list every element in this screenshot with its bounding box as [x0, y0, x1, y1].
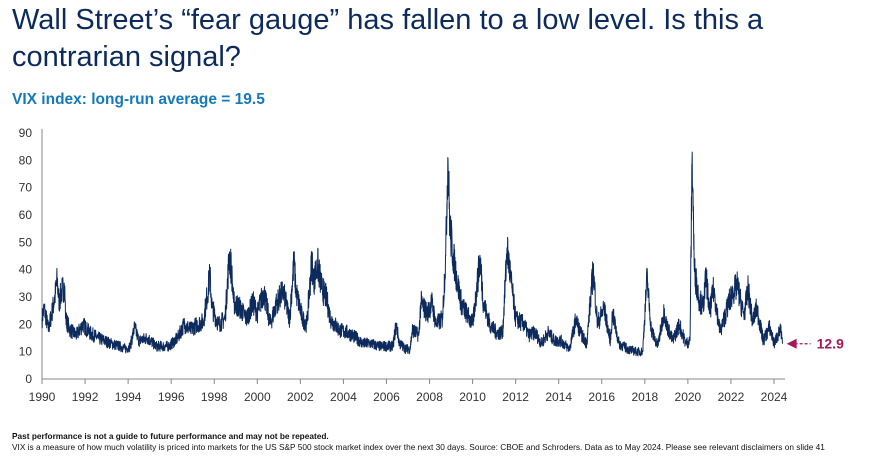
x-tick-label: 2022: [718, 390, 745, 404]
x-tick-label: 2016: [588, 390, 615, 404]
y-tick-label: 40: [19, 263, 33, 277]
page-title: Wall Street’s “fear gauge” has fallen to…: [12, 4, 764, 73]
x-tick-label: 2006: [373, 390, 400, 404]
y-tick-label: 10: [19, 345, 33, 359]
y-tick-label: 20: [19, 317, 33, 331]
vix-series-line: [41, 151, 784, 357]
x-tick-label: 2008: [416, 390, 443, 404]
x-tick-label: 2010: [459, 390, 486, 404]
x-tick-label: 2012: [502, 390, 529, 404]
x-tick-label: 1996: [158, 390, 185, 404]
y-tick-label: 50: [19, 235, 33, 249]
x-tick-label: 2004: [330, 390, 357, 404]
x-tick-label: 2000: [244, 390, 271, 404]
y-tick-label: 70: [19, 181, 33, 195]
x-tick-label: 1998: [201, 390, 228, 404]
y-tick-label: 60: [19, 208, 33, 222]
y-tick-label: 30: [19, 290, 33, 304]
y-tick-label: 0: [25, 372, 32, 386]
x-tick-label: 1990: [29, 390, 56, 404]
footer: Past performance is not a guide to futur…: [12, 431, 882, 452]
vix-line-chart: 0 10 20 30 40 50 60 70 80 90 1990 1992 1994 1996 1998 2…: [19, 126, 844, 404]
footer-note: VIX is a measure of how much volatility …: [12, 441, 825, 452]
y-tick-label: 80: [19, 153, 33, 167]
x-tick-label: 2002: [287, 390, 314, 404]
footer-disclaimer: Past performance is not a guide to futur…: [12, 431, 329, 441]
x-tick-label: 1994: [115, 390, 142, 404]
chart-subtitle: VIX index: long-run average = 19.5: [12, 91, 265, 108]
x-tick-label: 2014: [545, 390, 572, 404]
annotation-label: 12.9: [817, 336, 844, 352]
x-tick-label: 2020: [675, 390, 702, 404]
annotation-arrow-icon: [786, 338, 797, 349]
x-tick-label: 1992: [72, 390, 99, 404]
y-tick-label: 90: [19, 126, 33, 140]
x-tick-label: 2024: [761, 390, 788, 404]
x-tick-label: 2018: [631, 390, 658, 404]
